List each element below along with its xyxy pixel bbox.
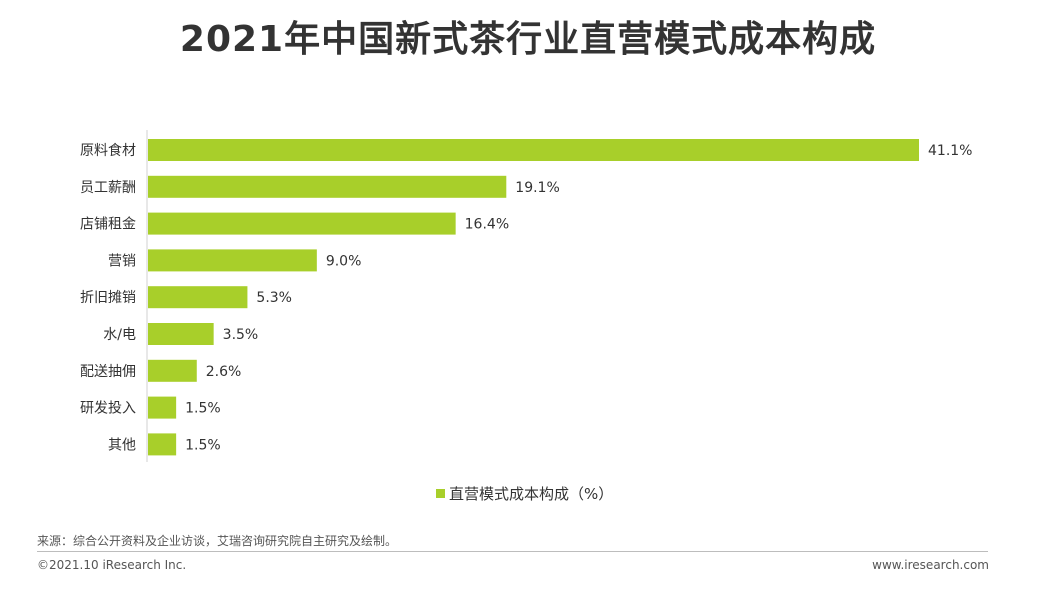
- category-label: 其他: [108, 437, 136, 453]
- value-label: 5.3%: [256, 290, 292, 306]
- legend-label: 直营模式成本构成（%）: [449, 485, 614, 503]
- category-label: 水/电: [103, 327, 136, 343]
- value-label: 3.5%: [223, 327, 259, 343]
- value-label: 9.0%: [326, 253, 362, 269]
- legend-swatch: [436, 489, 445, 498]
- value-label: 1.5%: [185, 437, 221, 453]
- website-link[interactable]: www.iresearch.com: [872, 558, 989, 572]
- value-label: 19.1%: [515, 180, 559, 196]
- category-label: 店铺租金: [80, 217, 136, 233]
- bar: [148, 396, 177, 419]
- category-label: 原料食材: [80, 142, 136, 159]
- category-label: 配送抽佣: [80, 364, 136, 380]
- bar: [148, 433, 177, 456]
- footer-divider: [37, 551, 988, 552]
- source-note: 来源：综合公开资料及企业访谈，艾瑞咨询研究院自主研究及绘制。: [37, 534, 398, 548]
- chart-title: 2021年中国新式茶行业直营模式成本构成: [179, 19, 877, 60]
- category-label: 员工薪酬: [80, 180, 136, 196]
- bar: [148, 249, 317, 272]
- value-label: 2.6%: [206, 364, 242, 380]
- bar: [148, 323, 214, 345]
- legend: 直营模式成本构成（%）: [436, 483, 613, 504]
- value-label: 1.5%: [185, 401, 221, 417]
- category-label: 折旧摊销: [80, 290, 136, 306]
- bar: [148, 139, 919, 161]
- copyright: ©2021.10 iResearch Inc.: [37, 558, 187, 572]
- value-label: 16.4%: [465, 217, 509, 233]
- bar: [148, 212, 456, 235]
- bar: [148, 359, 197, 382]
- category-label: 研发投入: [80, 401, 136, 417]
- bar: [148, 286, 248, 309]
- value-label: 41.1%: [928, 143, 972, 159]
- category-label: 营销: [108, 253, 136, 269]
- bar: [148, 175, 507, 198]
